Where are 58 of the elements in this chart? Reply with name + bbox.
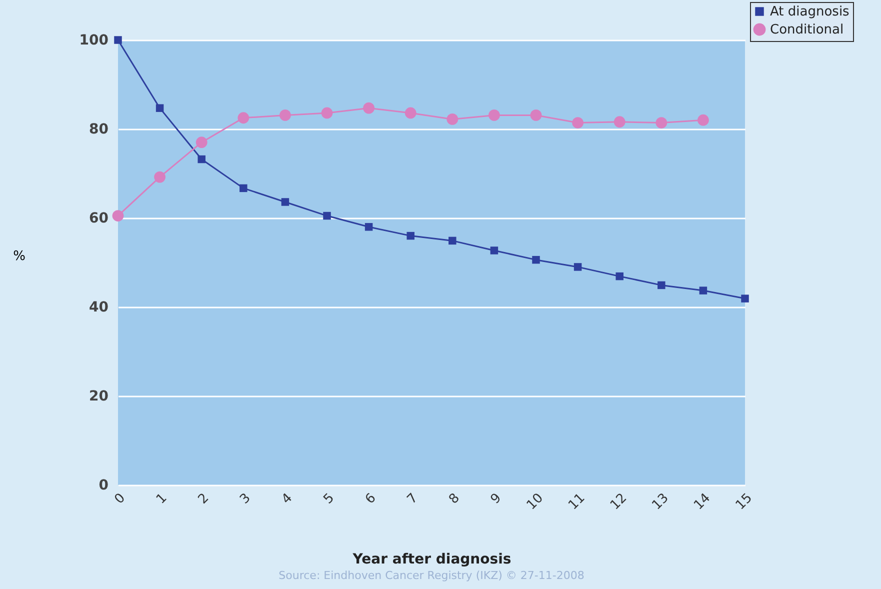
x-tick-label: 2 <box>196 490 212 508</box>
point <box>323 212 331 220</box>
point <box>321 107 333 119</box>
y-tick-label: 0 <box>98 478 109 494</box>
point <box>446 114 458 125</box>
point <box>364 223 373 231</box>
point <box>616 272 624 280</box>
x-tick-label: 10 <box>524 490 546 514</box>
x-tick-label: 13 <box>649 490 672 514</box>
x-tick-label: 5 <box>320 490 338 508</box>
point <box>240 184 248 192</box>
point <box>658 281 666 290</box>
y-tick-label: 40 <box>89 300 109 316</box>
point <box>572 117 584 128</box>
point <box>363 102 374 114</box>
x-tick-label: 11 <box>566 490 588 514</box>
y-tick-label: 20 <box>89 388 109 404</box>
point <box>656 117 668 128</box>
source-note: Source: Eindhoven Cancer Registry (IKZ) © 27-11-2008 <box>278 568 584 582</box>
y-tick-label: 100 <box>79 32 109 48</box>
x-axis-title: Year after diagnosis <box>352 551 512 568</box>
point <box>196 136 208 148</box>
point <box>530 110 542 121</box>
x-tick-label: 0 <box>112 490 128 508</box>
point <box>741 294 749 302</box>
point <box>404 107 416 119</box>
legend-label: At diagnosis <box>770 4 850 20</box>
point <box>281 198 290 206</box>
point <box>614 116 626 128</box>
point <box>488 110 500 121</box>
x-tick-label: 6 <box>362 490 380 508</box>
point <box>448 236 456 245</box>
legend-label: Conditional <box>770 22 844 38</box>
x-tick-label: 15 <box>733 490 756 514</box>
y-axis-title: % <box>13 249 26 264</box>
x-tick-label: 8 <box>446 490 463 508</box>
point <box>198 155 206 164</box>
point <box>112 210 124 222</box>
point <box>698 114 709 126</box>
point <box>699 286 708 294</box>
point <box>490 246 498 254</box>
point <box>154 171 166 183</box>
x-tick-label: 14 <box>691 490 714 514</box>
point <box>406 232 414 240</box>
x-tick-label: 1 <box>154 490 170 508</box>
x-tick-label: 7 <box>404 490 421 508</box>
point <box>114 36 122 44</box>
y-tick-label: 60 <box>89 210 109 226</box>
point <box>238 112 250 124</box>
x-tick-label: 3 <box>237 490 254 508</box>
point <box>574 263 582 271</box>
point <box>280 110 291 121</box>
x-tick-label: 9 <box>488 490 505 508</box>
x-tick-label: 12 <box>608 490 630 514</box>
y-tick-label: 80 <box>89 122 109 138</box>
point <box>156 104 164 112</box>
point <box>532 256 540 264</box>
x-tick-label: 4 <box>279 490 296 508</box>
